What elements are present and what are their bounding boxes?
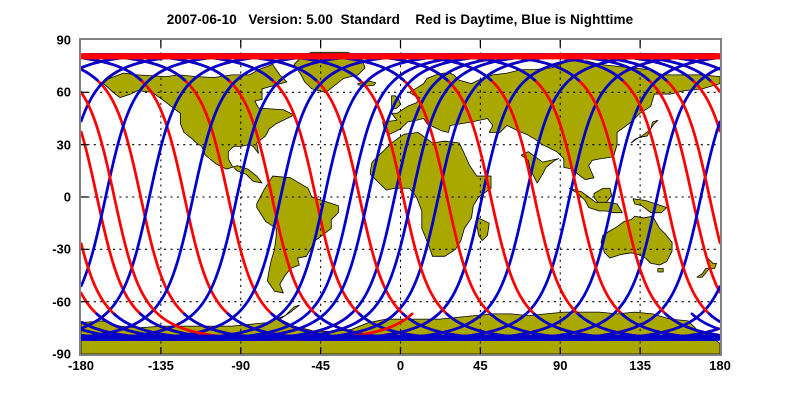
- x-axis-tick-label-135: 135: [629, 358, 651, 373]
- polar-convergence-bands: [81, 53, 720, 341]
- x-axis-tick-label-180: 180: [709, 358, 731, 373]
- ground-track-night: [690, 312, 720, 331]
- ground-track-night: [95, 52, 694, 342]
- world-map-with-ground-tracks: [81, 40, 720, 354]
- ground-track-night: [182, 52, 720, 342]
- y-axis-tick-label-30: 30: [56, 137, 71, 153]
- x-axis-tick-label--90: -90: [231, 358, 251, 373]
- land-australia: [600, 215, 673, 266]
- y-axis-tick-label-60: 60: [56, 84, 71, 100]
- ground-track-night: [270, 53, 720, 342]
- land-india-extra: [520, 151, 559, 184]
- ground-track-night: [82, 52, 493, 339]
- land-japan: [630, 119, 659, 144]
- plot-area: [79, 38, 722, 356]
- land-tasmania: [657, 268, 664, 273]
- ground-track-night: [445, 285, 720, 342]
- ground-tracks: [81, 52, 720, 342]
- ground-track-night: [81, 68, 99, 82]
- x-axis-tick-label-45: 45: [473, 358, 488, 373]
- ground-track-night: [84, 52, 580, 342]
- x-axis-tick-label--180: -180: [67, 358, 95, 373]
- ground-track-night: [81, 52, 362, 123]
- ground-track-night: [664, 312, 720, 337]
- y-axis-tick-label--30: -30: [52, 241, 71, 257]
- x-axis-tick-label-90: 90: [553, 358, 568, 373]
- tick-marks: [81, 40, 641, 354]
- land-borneo: [593, 187, 613, 203]
- land-new-guinea: [632, 198, 668, 214]
- land-new-zealand: [696, 257, 717, 278]
- x-axis-tick-label--135: -135: [147, 358, 174, 373]
- ground-track-night: [226, 52, 716, 342]
- land-indonesia: [568, 187, 623, 214]
- y-axis-tick-label-90: 90: [56, 32, 71, 48]
- ground-track-night: [81, 52, 537, 341]
- y-axis-tick-label--90: -90: [52, 346, 71, 362]
- ground-track-night: [112, 52, 712, 342]
- ground-track-night: [81, 52, 449, 330]
- page-title: 2007-06-10 Version: 5.00 Standard Red is…: [166, 12, 634, 27]
- y-axis-tick-label--60: -60: [52, 294, 71, 310]
- x-axis-tick-label--45: -45: [311, 358, 331, 373]
- ground-track-night: [314, 56, 720, 342]
- y-axis-tick-label-0: 0: [63, 189, 71, 205]
- x-axis-tick-label-0: 0: [396, 358, 405, 373]
- land-madagascar: [476, 217, 490, 242]
- ground-track-night: [81, 52, 668, 342]
- land-africa: [369, 132, 492, 257]
- ground-track-night: [707, 312, 720, 323]
- ground-track-night: [81, 52, 624, 342]
